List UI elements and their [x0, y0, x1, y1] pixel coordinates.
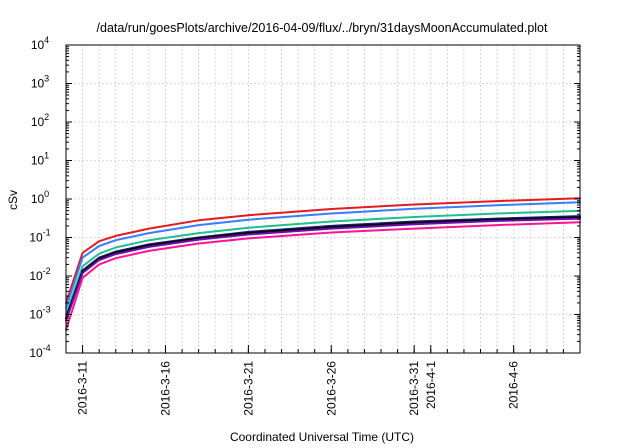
y-tick-exponent: 0 — [44, 189, 49, 199]
y-axis-label: cSv — [6, 190, 20, 210]
x-tick-label: 2016-4-1 — [424, 361, 438, 409]
x-tick-label: 2016-3-21 — [241, 361, 255, 416]
x-tick-label: 2016-3-16 — [158, 361, 172, 416]
y-tick-exponent: 3 — [44, 74, 49, 84]
plot-frame — [65, 44, 581, 354]
y-tick-exponent: -1 — [43, 228, 51, 238]
axes: 10-410-310-210-11001011021031042016-3-11… — [29, 35, 581, 416]
y-tick-base: 10 — [31, 154, 45, 168]
y-tick-base: 10 — [31, 38, 45, 52]
y-tick-base: 10 — [31, 115, 45, 129]
y-tick-exponent: 4 — [44, 35, 49, 45]
y-tick-base: 10 — [29, 231, 43, 245]
y-tick-exponent: 2 — [44, 112, 49, 122]
series-line — [65, 197, 581, 304]
series-line — [65, 215, 581, 320]
series-line — [65, 221, 581, 331]
y-tick-exponent: 1 — [44, 151, 49, 161]
x-tick-label: 2016-3-26 — [324, 361, 338, 416]
y-tick-label: 101 — [31, 151, 49, 168]
y-tick-label: 104 — [31, 35, 49, 52]
series-line — [65, 201, 581, 309]
series-line — [65, 217, 581, 322]
x-tick-label: 2016-4-6 — [507, 361, 521, 409]
y-tick-base: 10 — [31, 192, 45, 206]
y-tick-exponent: -3 — [43, 305, 51, 315]
series-line — [65, 209, 581, 316]
y-tick-exponent: -4 — [43, 343, 51, 353]
y-tick-base: 10 — [31, 77, 45, 91]
x-tick-label: 2016-3-11 — [76, 361, 90, 415]
series-lines — [65, 197, 581, 331]
y-tick-label: 100 — [31, 189, 49, 206]
y-tick-base: 10 — [29, 308, 43, 322]
y-tick-label: 102 — [31, 112, 49, 129]
grid-lines — [66, 45, 581, 353]
y-tick-label: 10-3 — [29, 305, 50, 322]
y-tick-exponent: -2 — [43, 266, 51, 276]
y-tick-base: 10 — [29, 346, 43, 360]
y-tick-label: 10-2 — [29, 266, 50, 283]
y-tick-label: 10-4 — [29, 343, 50, 360]
y-tick-label: 103 — [31, 74, 49, 91]
y-tick-label: 10-1 — [29, 228, 50, 245]
x-axis-label: Coordinated Universal Time (UTC) — [230, 430, 414, 444]
y-tick-base: 10 — [29, 269, 43, 283]
x-tick-label: 2016-3-31 — [407, 361, 421, 416]
chart-title: /data/run/goesPlots/archive/2016-04-09/f… — [97, 21, 548, 35]
